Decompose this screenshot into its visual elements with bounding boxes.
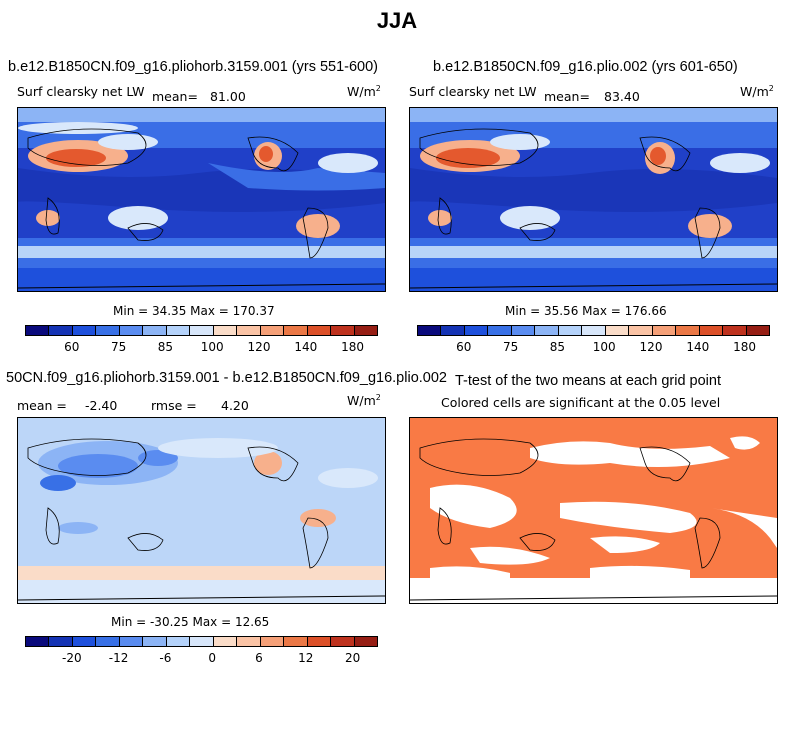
panel3-minmax: Min = -30.25 Max = 12.65 <box>111 615 270 629</box>
colorbar-tick-label: 85 <box>549 340 566 354</box>
colorbar-swatch <box>72 326 97 335</box>
colorbar-tick-label: 75 <box>110 340 127 354</box>
colorbar-swatch <box>331 326 355 335</box>
figure-title: JJA <box>376 8 418 33</box>
panel3-rmse-value: 4.20 <box>221 398 249 413</box>
panel2-minmax: Min = 35.56 Max = 176.66 <box>505 304 667 318</box>
colorbar-swatch <box>190 326 214 335</box>
colorbar-swatch <box>284 326 308 335</box>
colorbar-swatch <box>652 326 677 335</box>
colorbar-tick-label: 60 <box>64 340 80 354</box>
panel2-mean-value: 83.40 <box>604 89 640 104</box>
colorbar-tick-label: -12 <box>108 651 129 665</box>
panel3-map <box>17 417 386 604</box>
colorbar-tick-label: 100 <box>200 340 224 354</box>
colorbar-swatch <box>284 637 308 646</box>
colorbar-tick-label: 60 <box>456 340 472 354</box>
panel1-map <box>17 107 386 292</box>
colorbar-swatch <box>213 637 238 646</box>
colorbar-swatch <box>441 326 465 335</box>
panel3-mean-label: mean = <box>17 398 67 413</box>
colorbar-tick-label: 6 <box>255 651 263 665</box>
colorbar-tick-label: 75 <box>502 340 519 354</box>
panel2-map-field <box>410 108 777 291</box>
colorbar-swatch <box>699 326 724 335</box>
colorbar-swatch <box>26 326 50 335</box>
colorbar-tick-label: -20 <box>61 651 82 665</box>
colorbar-swatch <box>746 326 770 335</box>
colorbar-swatch <box>307 326 332 335</box>
colorbar-swatch <box>49 326 73 335</box>
panel2-colorbar <box>417 325 770 336</box>
colorbar-swatch <box>629 326 653 335</box>
colorbar-swatch <box>49 637 73 646</box>
colorbar-swatch <box>582 326 606 335</box>
colorbar-swatch <box>96 326 120 335</box>
colorbar-swatch <box>464 326 489 335</box>
panel1-variable: Surf clearsky net LW <box>17 84 145 99</box>
panel2-map <box>409 107 778 292</box>
colorbar-tick-label: 180 <box>341 340 365 354</box>
colorbar-swatch <box>676 326 700 335</box>
colorbar-swatch <box>143 326 167 335</box>
panel3-map-field <box>18 418 385 603</box>
colorbar-tick-label: 20 <box>344 651 361 665</box>
colorbar-swatch <box>331 637 355 646</box>
colorbar-swatch <box>166 326 191 335</box>
colorbar-swatch <box>723 326 747 335</box>
colorbar-swatch <box>260 326 285 335</box>
colorbar-swatch <box>354 326 378 335</box>
colorbar-swatch <box>535 326 559 335</box>
colorbar-tick-label: -6 <box>159 651 172 665</box>
colorbar-swatch <box>418 326 442 335</box>
panel3-units: W/m2 <box>347 393 381 409</box>
colorbar-swatch <box>213 326 238 335</box>
colorbar-tick-label: 140 <box>294 340 318 354</box>
colorbar-swatch <box>354 637 378 646</box>
colorbar-tick-label: 100 <box>592 340 616 354</box>
colorbar-swatch <box>119 326 144 335</box>
colorbar-swatch <box>558 326 583 335</box>
panel1-mean-value: 81.00 <box>210 89 246 104</box>
colorbar-swatch <box>72 637 97 646</box>
panel4-title: T-test of the two means at each grid poi… <box>455 373 721 389</box>
colorbar-swatch <box>605 326 630 335</box>
colorbar-tick-label: 120 <box>247 340 271 354</box>
colorbar-tick-label: 140 <box>686 340 710 354</box>
colorbar-tick-label: 0 <box>208 651 217 665</box>
colorbar-swatch <box>143 637 167 646</box>
colorbar-swatch <box>26 637 50 646</box>
panel3-title: 50CN.f09_g16.pliohorb.3159.001 - b.e12.B… <box>6 370 447 386</box>
colorbar-tick-label: 12 <box>298 651 314 665</box>
colorbar-swatch <box>488 326 512 335</box>
panel2-mean-label: mean= <box>544 89 590 104</box>
panel2-title: b.e12.B1850CN.f09_g16.plio.002 (yrs 601-… <box>433 59 738 75</box>
colorbar-swatch <box>96 637 120 646</box>
panel1-minmax: Min = 34.35 Max = 170.37 <box>113 304 275 318</box>
panel3-rmse-label: rmse = <box>151 398 197 413</box>
panel1-title: b.e12.B1850CN.f09_g16.pliohorb.3159.001 … <box>8 59 379 75</box>
panel1-units: W/m2 <box>347 84 381 100</box>
panel1-map-field <box>18 108 385 291</box>
panel2-units: W/m2 <box>740 84 774 100</box>
colorbar-swatch <box>166 637 191 646</box>
panel3-colorbar <box>25 636 378 647</box>
panel3-mean-value: -2.40 <box>85 398 118 413</box>
panel1-colorbar <box>25 325 378 336</box>
colorbar-tick-label: 180 <box>733 340 757 354</box>
colorbar-swatch <box>237 326 261 335</box>
panel4-subtitle: Colored cells are significant at the 0.0… <box>441 395 721 410</box>
colorbar-swatch <box>260 637 285 646</box>
panel4-map <box>409 417 778 604</box>
colorbar-swatch <box>119 637 144 646</box>
colorbar-swatch <box>190 637 214 646</box>
panel2-variable: Surf clearsky net LW <box>409 84 537 99</box>
colorbar-tick-label: 85 <box>157 340 174 354</box>
colorbar-tick-label: 120 <box>639 340 663 354</box>
colorbar-swatch <box>511 326 536 335</box>
colorbar-swatch <box>307 637 332 646</box>
panel4-map-field <box>410 418 777 603</box>
panel1-mean-label: mean= <box>152 89 198 104</box>
colorbar-swatch <box>237 637 261 646</box>
